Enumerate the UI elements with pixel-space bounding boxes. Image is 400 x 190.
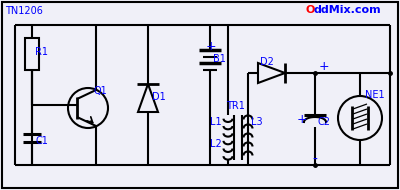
Text: L2: L2 [210, 139, 222, 149]
Text: R1: R1 [35, 47, 48, 57]
Text: +: + [206, 40, 217, 53]
Text: D1: D1 [152, 92, 166, 102]
Text: TN1206: TN1206 [5, 6, 43, 16]
Text: O: O [305, 5, 314, 15]
Text: ddMix.com: ddMix.com [313, 5, 381, 15]
Text: Q1: Q1 [93, 86, 107, 96]
Text: -: - [312, 153, 317, 167]
Text: L3: L3 [251, 117, 263, 127]
Text: B1: B1 [213, 54, 226, 64]
Text: L1: L1 [210, 117, 222, 127]
Text: +: + [297, 113, 308, 126]
Text: D2: D2 [260, 57, 274, 67]
Text: TR1: TR1 [226, 101, 245, 111]
Text: +: + [319, 60, 330, 73]
Text: NE1: NE1 [365, 90, 385, 100]
Text: C2: C2 [318, 117, 331, 127]
Text: C1: C1 [35, 136, 48, 146]
Bar [25, 38, 39, 70]
